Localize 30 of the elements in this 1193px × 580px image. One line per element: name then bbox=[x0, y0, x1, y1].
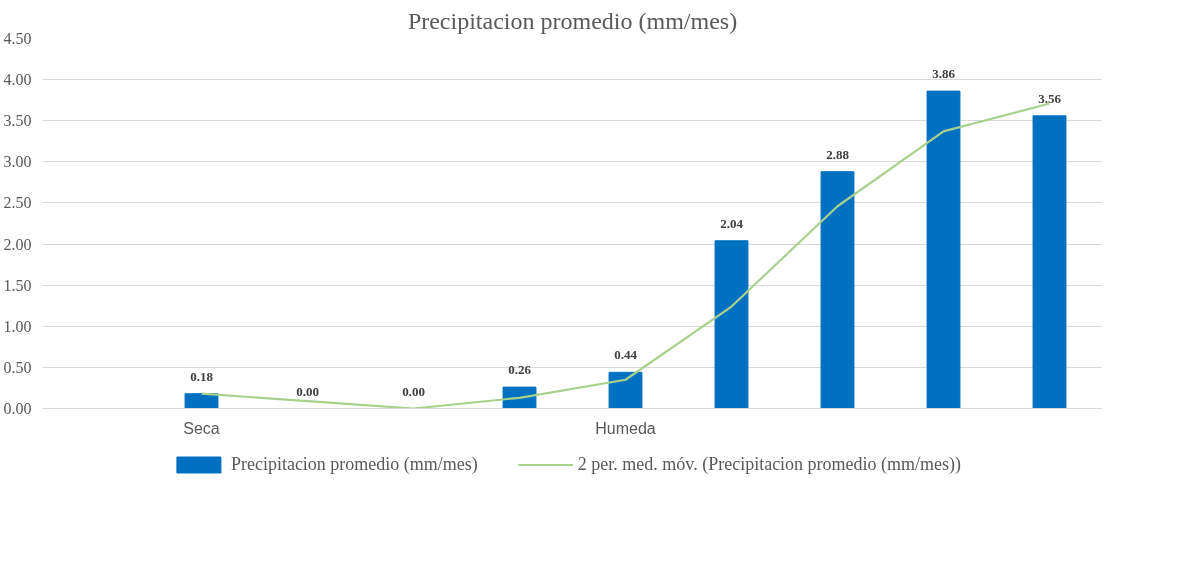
bar bbox=[926, 90, 961, 409]
chart-title: Precipitacion promedio (mm/mes) bbox=[407, 7, 738, 34]
y-tick-label: 1.50 bbox=[3, 276, 32, 294]
y-tick-label: 2.50 bbox=[3, 194, 32, 212]
bar bbox=[820, 171, 855, 409]
y-tick-label: 3.00 bbox=[3, 153, 32, 171]
y-tick-label: 4.00 bbox=[3, 71, 32, 89]
legend-label: Precipitacion promedio (mm/mes) bbox=[230, 453, 478, 475]
data-label: 0.26 bbox=[508, 362, 532, 378]
y-tick-label: 0.50 bbox=[3, 358, 32, 376]
y-tick-label: 4.50 bbox=[3, 30, 32, 47]
data-label: 2.04 bbox=[720, 215, 744, 231]
data-label: 2.88 bbox=[826, 146, 850, 162]
data-label: 3.56 bbox=[1038, 90, 1062, 106]
bar bbox=[1032, 115, 1067, 409]
data-label: 0.00 bbox=[296, 383, 319, 399]
legend-label: 2 per. med. móv. (Precipitacion promedio (mm/mes)) bbox=[577, 453, 962, 475]
bar bbox=[714, 240, 749, 409]
x-tick-label: Seca bbox=[183, 419, 220, 437]
data-label: 3.86 bbox=[932, 66, 956, 82]
bar bbox=[608, 371, 643, 409]
x-tick-label: Humeda bbox=[595, 419, 656, 437]
data-label: 0.44 bbox=[614, 347, 638, 363]
y-tick-label: 1.00 bbox=[3, 317, 32, 335]
data-label: 0.00 bbox=[402, 383, 425, 399]
y-tick-label: 2.00 bbox=[3, 235, 32, 253]
y-tick-label: 3.50 bbox=[3, 112, 32, 130]
y-tick-label: 0.00 bbox=[3, 400, 32, 417]
data-label: 0.18 bbox=[190, 368, 214, 384]
bar bbox=[184, 393, 219, 409]
